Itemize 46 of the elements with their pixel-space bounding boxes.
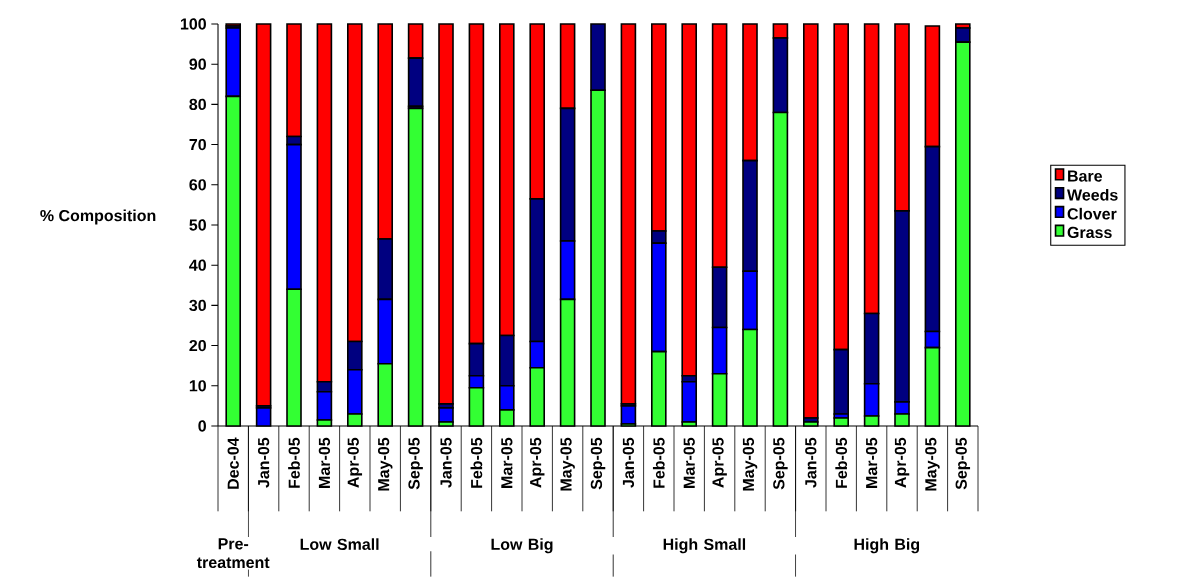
x-tick-label: Jan-05 — [257, 437, 270, 488]
x-tick-label: May-05 — [560, 437, 575, 491]
x-tick-label: Dec-04 — [227, 437, 239, 489]
text: High Small — [663, 538, 746, 554]
x-tick-label: Apr-05 — [894, 437, 910, 488]
x-tick-label: Feb-05 — [470, 437, 483, 488]
y-tick-label: 70 — [189, 138, 206, 151]
y-tick-label: 60 — [189, 179, 206, 191]
x-tick-label: Feb-05 — [288, 437, 300, 488]
text: Pre-treatment — [196, 538, 270, 569]
legend-label: Grass — [1067, 226, 1112, 239]
y-tick-label: 40 — [189, 259, 206, 271]
text: Low Small — [300, 538, 379, 550]
x-tick-label: Sep-05 — [590, 437, 606, 490]
y-tick-label: 90 — [189, 58, 206, 70]
x-tick-label: Apr-05 — [712, 437, 727, 488]
legend-label: Weeds — [1067, 188, 1118, 201]
legend-label: Clover — [1067, 207, 1117, 220]
x-tick-label: May-05 — [377, 437, 393, 491]
text: Low Big — [491, 538, 553, 554]
x-tick-label: Sep-05 — [773, 437, 788, 490]
y-tick-label: 30 — [189, 299, 206, 312]
x-tick-label: Mar-05 — [318, 437, 331, 488]
x-tick-label: Jan-05 — [622, 437, 635, 488]
text: High Big — [854, 538, 920, 554]
x-tick-label: Sep-05 — [408, 437, 423, 490]
y-tick-label: 80 — [189, 98, 206, 111]
x-tick-label: Apr-05 — [347, 437, 363, 488]
y-tick-label: 50 — [189, 219, 206, 231]
x-tick-label: May-05 — [925, 437, 940, 491]
x-tick-label: Mar-05 — [865, 437, 878, 488]
x-tick-label: Apr-05 — [529, 437, 545, 488]
x-tick-label: Feb-05 — [835, 437, 848, 488]
legend-label: Bare — [1068, 170, 1103, 182]
y-tick-label: 20 — [189, 339, 206, 352]
y-tick-label: 100 — [180, 18, 206, 30]
x-tick-label: Mar-05 — [683, 437, 695, 488]
x-tick-label: Jan-05 — [805, 437, 817, 488]
x-tick-label: Jan-05 — [440, 437, 452, 488]
y-tick-label: 0 — [198, 420, 206, 432]
x-tick-label: May-05 — [742, 437, 758, 491]
x-tick-label: Feb-05 — [652, 437, 665, 488]
x-tick-label: Sep-05 — [955, 437, 971, 490]
y-tick-label: 10 — [189, 380, 206, 392]
x-tick-label: Mar-05 — [501, 437, 513, 488]
y-axis-title: % Composition — [40, 209, 156, 225]
